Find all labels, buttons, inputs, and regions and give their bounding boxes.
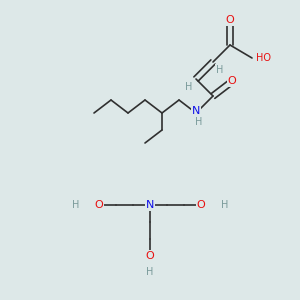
- Text: H: H: [185, 82, 193, 92]
- Text: N: N: [146, 200, 154, 210]
- Text: H: H: [221, 200, 228, 210]
- Text: O: O: [196, 200, 206, 210]
- Text: O: O: [226, 15, 234, 25]
- Text: H: H: [146, 267, 154, 277]
- Text: H: H: [195, 117, 203, 127]
- Text: HO: HO: [256, 53, 271, 63]
- Text: N: N: [192, 106, 200, 116]
- Text: O: O: [94, 200, 103, 210]
- Text: O: O: [228, 76, 236, 86]
- Text: H: H: [72, 200, 79, 210]
- Text: O: O: [146, 251, 154, 261]
- Text: H: H: [216, 65, 224, 75]
